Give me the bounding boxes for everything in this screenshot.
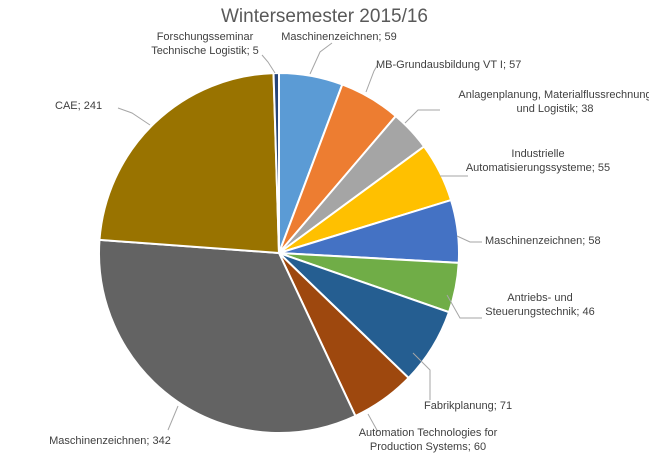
slice-data-label-line: Maschinenzeichnen; 59 (281, 31, 397, 43)
slice-data-label-line: Automation Technologies for (359, 427, 498, 439)
slice-data-label-line: Industrielle (511, 148, 564, 160)
leader-line (261, 54, 276, 74)
pie-slice (98, 72, 281, 255)
leader-line (167, 405, 179, 431)
chart-title: Wintersemester 2015/16 (221, 6, 428, 27)
leader-line (446, 294, 482, 319)
slice-data-label-line: Automatisierungssysteme; 55 (466, 162, 610, 174)
pie-slice (98, 238, 357, 434)
slice-data-label-line: und Logistik; 38 (516, 103, 593, 115)
slice-data-label-line: Antriebs- und (507, 292, 572, 304)
slices-layer (98, 71, 460, 434)
leader-line (117, 107, 151, 126)
leader-line (412, 352, 431, 400)
slice-data-label-line: Maschinenzeichnen; 342 (49, 435, 171, 447)
leader-lines-layer (117, 42, 482, 433)
slice-data-label: Maschinenzeichnen; 58 (485, 235, 601, 247)
slice-data-label-line: Production Systems; 60 (370, 441, 486, 453)
slice-data-label: Maschinenzeichnen; 59 (281, 31, 397, 43)
leader-line (365, 63, 379, 93)
leader-line (404, 109, 440, 124)
leader-line (309, 42, 333, 75)
slice-data-label-line: CAE; 241 (55, 100, 102, 112)
data-labels-layer: Maschinenzeichnen; 59 MB-Grundausbildung … (49, 31, 649, 453)
slice-data-label: Industrielle Automatisierungssysteme; 55 (466, 148, 610, 174)
slice-data-label: CAE; 241 (55, 100, 102, 112)
leader-line (456, 235, 482, 243)
slice-data-label-line: Fabrikplanung; 71 (424, 400, 512, 412)
slice-data-label-line: MB-Grundausbildung VT I; 57 (376, 59, 521, 71)
slice-data-label: Forschungsseminar Technische Logistik; 5 (151, 31, 259, 57)
slice-data-label: MB-Grundausbildung VT I; 57 (376, 59, 521, 71)
slice-data-label-line: Anlagenplanung, Materialflussrechnung (458, 89, 649, 101)
slice-data-label-line: Technische Logistik; 5 (151, 45, 259, 57)
slice-data-label-line: Steuerungstechnik; 46 (485, 306, 594, 318)
slice-data-label: Automation Technologies for Production Sy… (359, 427, 498, 453)
slice-data-label: Antriebs- und Steuerungstechnik; 46 (485, 292, 594, 318)
slice-data-label-line: Forschungsseminar (157, 31, 254, 43)
slice-data-label: Anlagenplanung, Materialflussrechnung und… (458, 89, 649, 115)
slice-data-label: Fabrikplanung; 71 (424, 400, 512, 412)
leader-line (367, 413, 379, 433)
slice-data-label-line: Maschinenzeichnen; 58 (485, 235, 601, 247)
pie-slice (272, 71, 280, 254)
slice-data-label: Maschinenzeichnen; 342 (49, 435, 171, 447)
